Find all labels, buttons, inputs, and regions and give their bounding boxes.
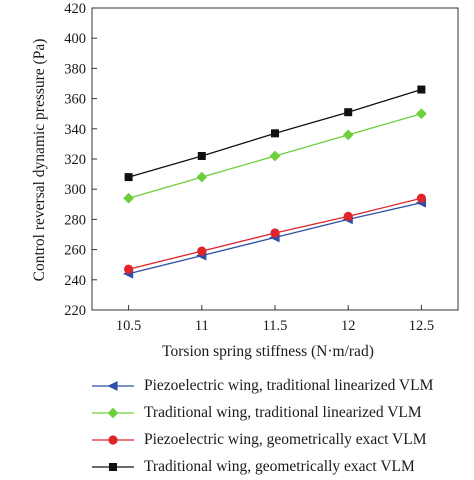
x-axis-label: Torsion spring stiffness (N·m/rad): [162, 343, 374, 360]
data-point: [269, 150, 281, 162]
data-point: [417, 85, 426, 94]
y-tick-label: 220: [64, 303, 86, 319]
legend-label: Traditional wing, geometrically exact VL…: [144, 457, 415, 475]
legend-marker: [107, 407, 119, 418]
legend-swatch: [92, 434, 134, 445]
y-axis: 220 240 260 280 300 320 340 360 380 400 420: [64, 1, 97, 319]
x-axis: 10.5 11 11.5 12 12.5: [116, 305, 434, 334]
x-tick-label: 11: [195, 318, 209, 334]
y-tick-label: 260: [64, 243, 86, 259]
x-tick-label: 12: [341, 318, 356, 334]
y-tick-label: 240: [64, 273, 86, 289]
legend-item: Traditional wing, traditional linearized…: [92, 399, 472, 426]
legend-item: Piezoelectric wing, traditional lineariz…: [92, 372, 472, 399]
legend-marker: [108, 462, 117, 471]
chart: 220 240 260 280 300 320 340 360 380 400 420 10.5 11…: [31, 1, 459, 360]
data-point: [124, 173, 133, 182]
y-tick-label: 320: [64, 152, 86, 168]
data-point: [342, 129, 354, 141]
y-tick-label: 360: [64, 92, 86, 108]
series-3: [124, 193, 426, 274]
legend-label: Piezoelectric wing, traditional lineariz…: [144, 376, 434, 394]
series-4: [124, 85, 426, 182]
legend-marker: [107, 380, 118, 391]
y-tick-label: 300: [64, 182, 86, 198]
legend-label: Piezoelectric wing, geometrically exact …: [144, 430, 427, 448]
data-point: [123, 192, 134, 204]
data-point: [124, 264, 134, 274]
y-tick-label: 340: [64, 122, 86, 138]
y-tick-label: 380: [64, 61, 86, 77]
data-point: [416, 108, 427, 120]
y-tick-label: 280: [64, 212, 86, 228]
data-point: [197, 246, 207, 256]
data-point: [343, 211, 353, 221]
data-point: [270, 129, 279, 138]
legend: Piezoelectric wing, traditional lineariz…: [92, 372, 472, 480]
x-tick-label: 12.5: [409, 318, 434, 334]
legend-item: Piezoelectric wing, geometrically exact …: [92, 426, 472, 453]
legend-label: Traditional wing, traditional linearized…: [144, 403, 422, 421]
y-tick-label: 420: [64, 1, 86, 17]
legend-marker: [108, 434, 118, 445]
legend-swatch: [92, 462, 134, 471]
y-tick-label: 400: [64, 31, 86, 47]
legend-item: Traditional wing, geometrically exact VL…: [92, 453, 472, 480]
series-layer: [122, 85, 427, 279]
data-point: [197, 151, 206, 160]
data-point: [416, 193, 426, 203]
data-point: [196, 171, 208, 183]
x-tick-label: 11.5: [263, 318, 288, 334]
data-point: [270, 228, 280, 238]
legend-swatch: [92, 380, 134, 391]
series-2: [123, 108, 427, 204]
x-tick-label: 10.5: [116, 318, 141, 334]
data-point: [344, 108, 353, 117]
y-axis-label: Control reversal dynamic pressure (Pa): [31, 39, 48, 282]
legend-swatch: [92, 407, 134, 418]
